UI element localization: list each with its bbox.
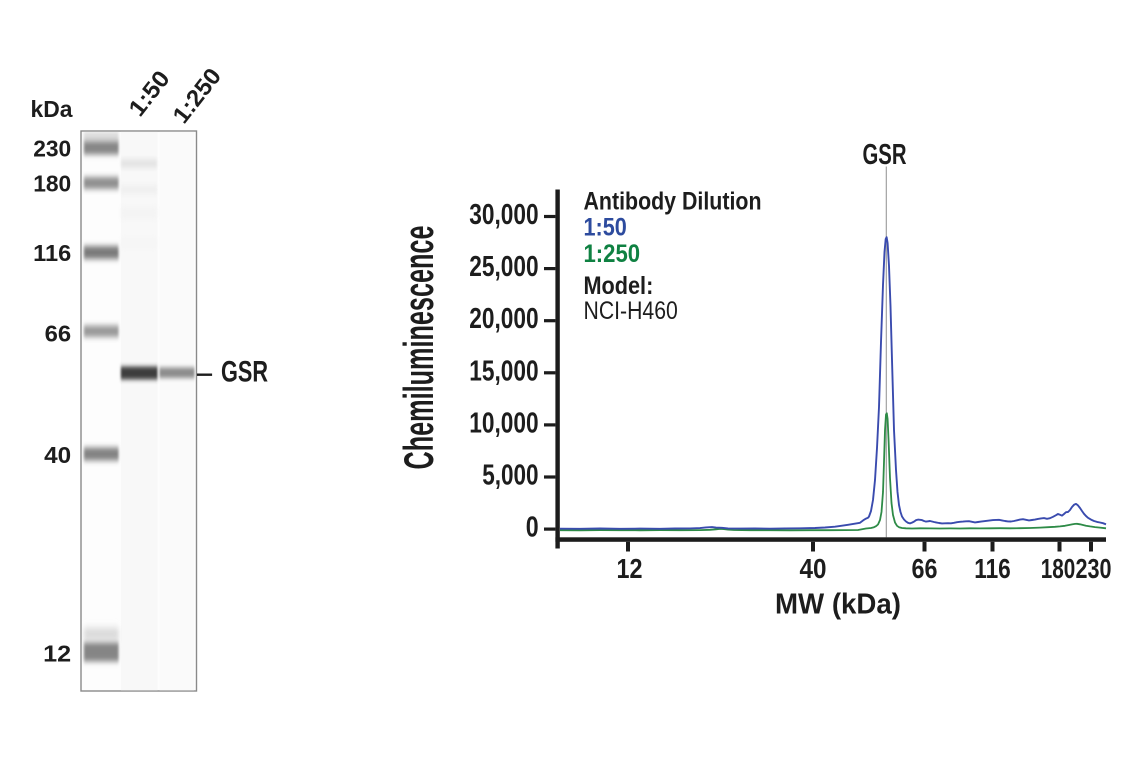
svg-text:12: 12 [617, 553, 643, 584]
svg-text:NCI-H460: NCI-H460 [584, 297, 678, 325]
svg-text:kDa: kDa [31, 96, 74, 122]
svg-text:180: 180 [33, 171, 71, 197]
svg-text:10,000: 10,000 [469, 407, 538, 439]
svg-text:20,000: 20,000 [469, 303, 538, 335]
svg-text:230: 230 [1076, 553, 1112, 584]
svg-text:0: 0 [526, 512, 539, 544]
svg-text:5,000: 5,000 [482, 460, 538, 492]
svg-text:GSR: GSR [863, 139, 907, 171]
svg-text:230: 230 [33, 135, 71, 161]
svg-text:MW (kDa): MW (kDa) [775, 589, 901, 621]
svg-text:116: 116 [974, 553, 1011, 584]
svg-text:66: 66 [45, 321, 72, 347]
svg-text:25,000: 25,000 [469, 251, 538, 283]
svg-text:GSR: GSR [221, 356, 268, 389]
svg-text:Antibody Dilution: Antibody Dilution [584, 188, 762, 216]
svg-text:12: 12 [43, 641, 71, 667]
svg-text:Model:: Model: [584, 272, 654, 300]
svg-text:30,000: 30,000 [469, 199, 538, 231]
svg-text:40: 40 [44, 442, 71, 468]
svg-text:66: 66 [912, 553, 938, 584]
svg-text:Chemiluminescence: Chemiluminescence [395, 226, 442, 470]
svg-text:15,000: 15,000 [469, 355, 538, 387]
svg-text:40: 40 [800, 553, 827, 584]
svg-text:1:250: 1:250 [584, 240, 641, 268]
svg-text:116: 116 [33, 240, 71, 266]
svg-text:1:50: 1:50 [584, 214, 627, 242]
svg-text:180: 180 [1041, 553, 1076, 584]
